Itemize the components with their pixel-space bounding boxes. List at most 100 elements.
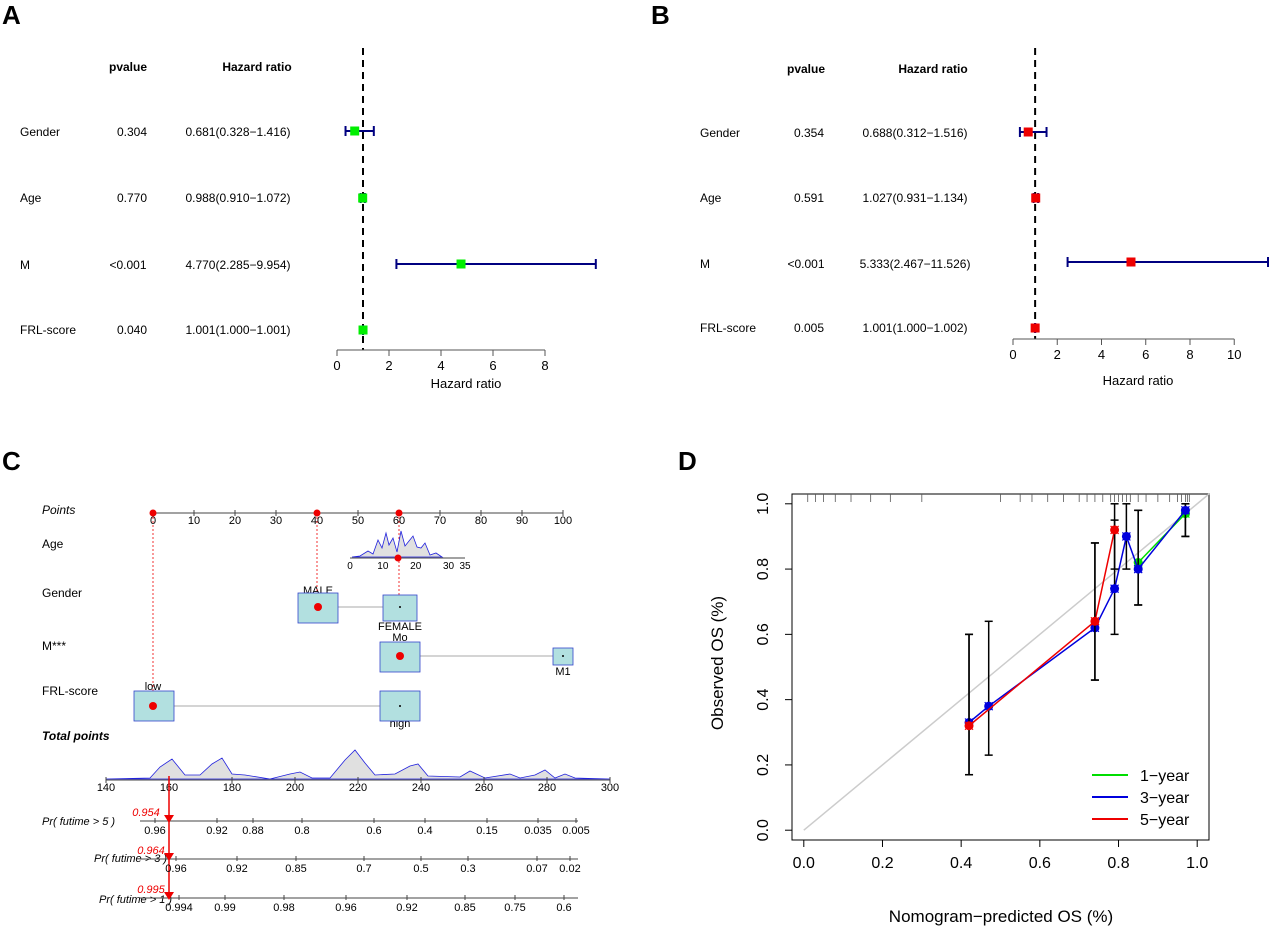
y-tick-label: 0.4 <box>755 688 772 710</box>
points-tick-label: 50 <box>352 515 364 527</box>
series-cross-5−year <box>1090 616 1100 626</box>
hazard-ratio-point <box>1126 257 1136 267</box>
x-tick-label: 0 <box>1009 347 1016 362</box>
a-header-hr: Hazard ratio <box>222 60 291 74</box>
c-age-label: Age <box>42 537 64 551</box>
b-row-gender: Gender 0.354 0.688(0.312−1.516) <box>700 126 968 140</box>
survival-tick-label: 0.98 <box>273 902 294 914</box>
x-tick-label: 8 <box>541 358 548 373</box>
x-tick-label: 10 <box>1227 347 1241 362</box>
age-tick-label: 0 <box>347 561 353 572</box>
series-cross-5−year <box>1110 525 1120 535</box>
a-header-pvalue: pvalue <box>109 60 147 74</box>
ideal-diagonal-line <box>803 493 1210 831</box>
survival-tick-label: 0.4 <box>417 825 432 837</box>
total-points-tick-label: 300 <box>601 782 619 794</box>
x-tick-label: 6 <box>489 358 496 373</box>
survival-tick-label: 0.5 <box>413 863 428 875</box>
series-cross-5−year <box>964 721 974 731</box>
a-row-name: Age <box>20 191 42 205</box>
total-points-tick-label: 220 <box>349 782 367 794</box>
hazard-ratio-point <box>1030 323 1040 333</box>
selected-level-marker <box>396 652 404 660</box>
c-surv-5-label: Pr( futime > 5 ) <box>42 816 115 828</box>
survival-tick-label: 0.6 <box>366 825 381 837</box>
y-tick-label: 0.2 <box>755 754 772 776</box>
level-dot <box>399 705 401 707</box>
total-points-tick-label: 260 <box>475 782 493 794</box>
c-surv-1-prediction: 0.995 <box>137 884 165 896</box>
b-row-pvalue: 0.354 <box>794 126 824 140</box>
age-tick-label: 20 <box>410 561 422 572</box>
hazard-ratio-point <box>358 193 368 203</box>
total-points-tick-label: 200 <box>286 782 304 794</box>
panel-letter-d: D <box>678 446 697 476</box>
d-x-axis-title: Nomogram−predicted OS (%) <box>889 907 1113 926</box>
survival-tick-label: 0.6 <box>556 902 571 914</box>
series-cross-3−year <box>1110 584 1120 594</box>
total-points-tick-label: 180 <box>223 782 241 794</box>
x-tick-label: 8 <box>1186 347 1193 362</box>
a-row-pvalue: 0.040 <box>117 323 147 337</box>
a-row-age: Age 0.770 0.988(0.910−1.072) <box>20 191 291 205</box>
hazard-ratio-point <box>350 126 360 136</box>
hazard-ratio-point <box>1031 193 1041 203</box>
survival-tick-label: 0.02 <box>559 863 580 875</box>
level-dot <box>399 606 401 608</box>
survival-tick-label: 0.8 <box>294 825 309 837</box>
survival-tick-label: 0.75 <box>504 902 525 914</box>
panel-a-forest-plot: pvalue Hazard ratio Gender 0.304 0.681(0… <box>20 48 597 391</box>
x-tick-label: 0.2 <box>871 855 893 872</box>
x-tick-label: 2 <box>1054 347 1061 362</box>
age-tick-label: 10 <box>377 561 389 572</box>
prediction-arrow <box>164 853 174 861</box>
b-row-hr-text: 0.688(0.312−1.516) <box>862 126 967 140</box>
survival-tick-label: 0.85 <box>285 863 306 875</box>
c-level-female: FEMALE <box>378 621 422 633</box>
age-density-curve <box>351 530 444 558</box>
legend-label-3−year: 3−year <box>1140 790 1190 807</box>
series-cross-3−year <box>1133 564 1143 574</box>
prediction-arrow <box>164 815 174 823</box>
level-dot <box>562 655 564 657</box>
panel-b-forest-plot: pvalue Hazard ratio Gender 0.354 0.688(0… <box>700 48 1269 388</box>
age-selected-marker <box>394 554 402 562</box>
x-tick-label: 0.4 <box>950 855 972 872</box>
b-header-hr: Hazard ratio <box>898 62 967 76</box>
legend-label-1−year: 1−year <box>1140 768 1190 785</box>
survival-tick-label: 0.92 <box>206 825 227 837</box>
x-tick-label: 0 <box>333 358 340 373</box>
a-row-hr-text: 0.988(0.910−1.072) <box>185 191 290 205</box>
survival-tick-label: 0.005 <box>562 825 590 837</box>
survival-tick-label: 0.035 <box>524 825 552 837</box>
points-tick-label: 30 <box>270 515 282 527</box>
a-row-gender: Gender 0.304 0.681(0.328−1.416) <box>20 125 291 139</box>
y-tick-label: 1.0 <box>755 493 772 515</box>
survival-tick-label: 0.96 <box>165 863 186 875</box>
legend-label-5−year: 5−year <box>1140 812 1190 829</box>
survival-tick-label: 0.92 <box>396 902 417 914</box>
a-x-axis-title: Hazard ratio <box>431 376 502 391</box>
panel-c-nomogram: Points Age Gender M*** FRL-score Total p… <box>42 503 619 914</box>
a-row-pvalue: 0.770 <box>117 191 147 205</box>
x-tick-label: 4 <box>437 358 444 373</box>
prediction-arrow <box>164 892 174 900</box>
total-points-tick-label: 240 <box>412 782 430 794</box>
a-row-frl: FRL-score 0.040 1.001(1.000−1.001) <box>20 323 291 337</box>
total-points-density-curve <box>105 749 611 780</box>
survival-tick-label: 0.994 <box>165 902 193 914</box>
c-points-label: Points <box>42 503 75 517</box>
total-points-tick-label: 140 <box>97 782 115 794</box>
y-tick-label: 0.8 <box>755 558 772 580</box>
a-row-pvalue: 0.304 <box>117 125 147 139</box>
b-row-pvalue: 0.591 <box>794 191 824 205</box>
panel-letter-a: A <box>2 0 21 30</box>
points-tick-label: 100 <box>554 515 572 527</box>
x-tick-label: 0.6 <box>1029 855 1051 872</box>
survival-tick-label: 0.96 <box>335 902 356 914</box>
c-level-m0: Mo <box>392 632 407 644</box>
points-tick-label: 10 <box>188 515 200 527</box>
panel-d-calibration: Nomogram−predicted OS (%) Observed OS (%… <box>708 493 1210 926</box>
c-frl-label: FRL-score <box>42 684 98 698</box>
y-tick-label: 0.0 <box>755 819 772 841</box>
